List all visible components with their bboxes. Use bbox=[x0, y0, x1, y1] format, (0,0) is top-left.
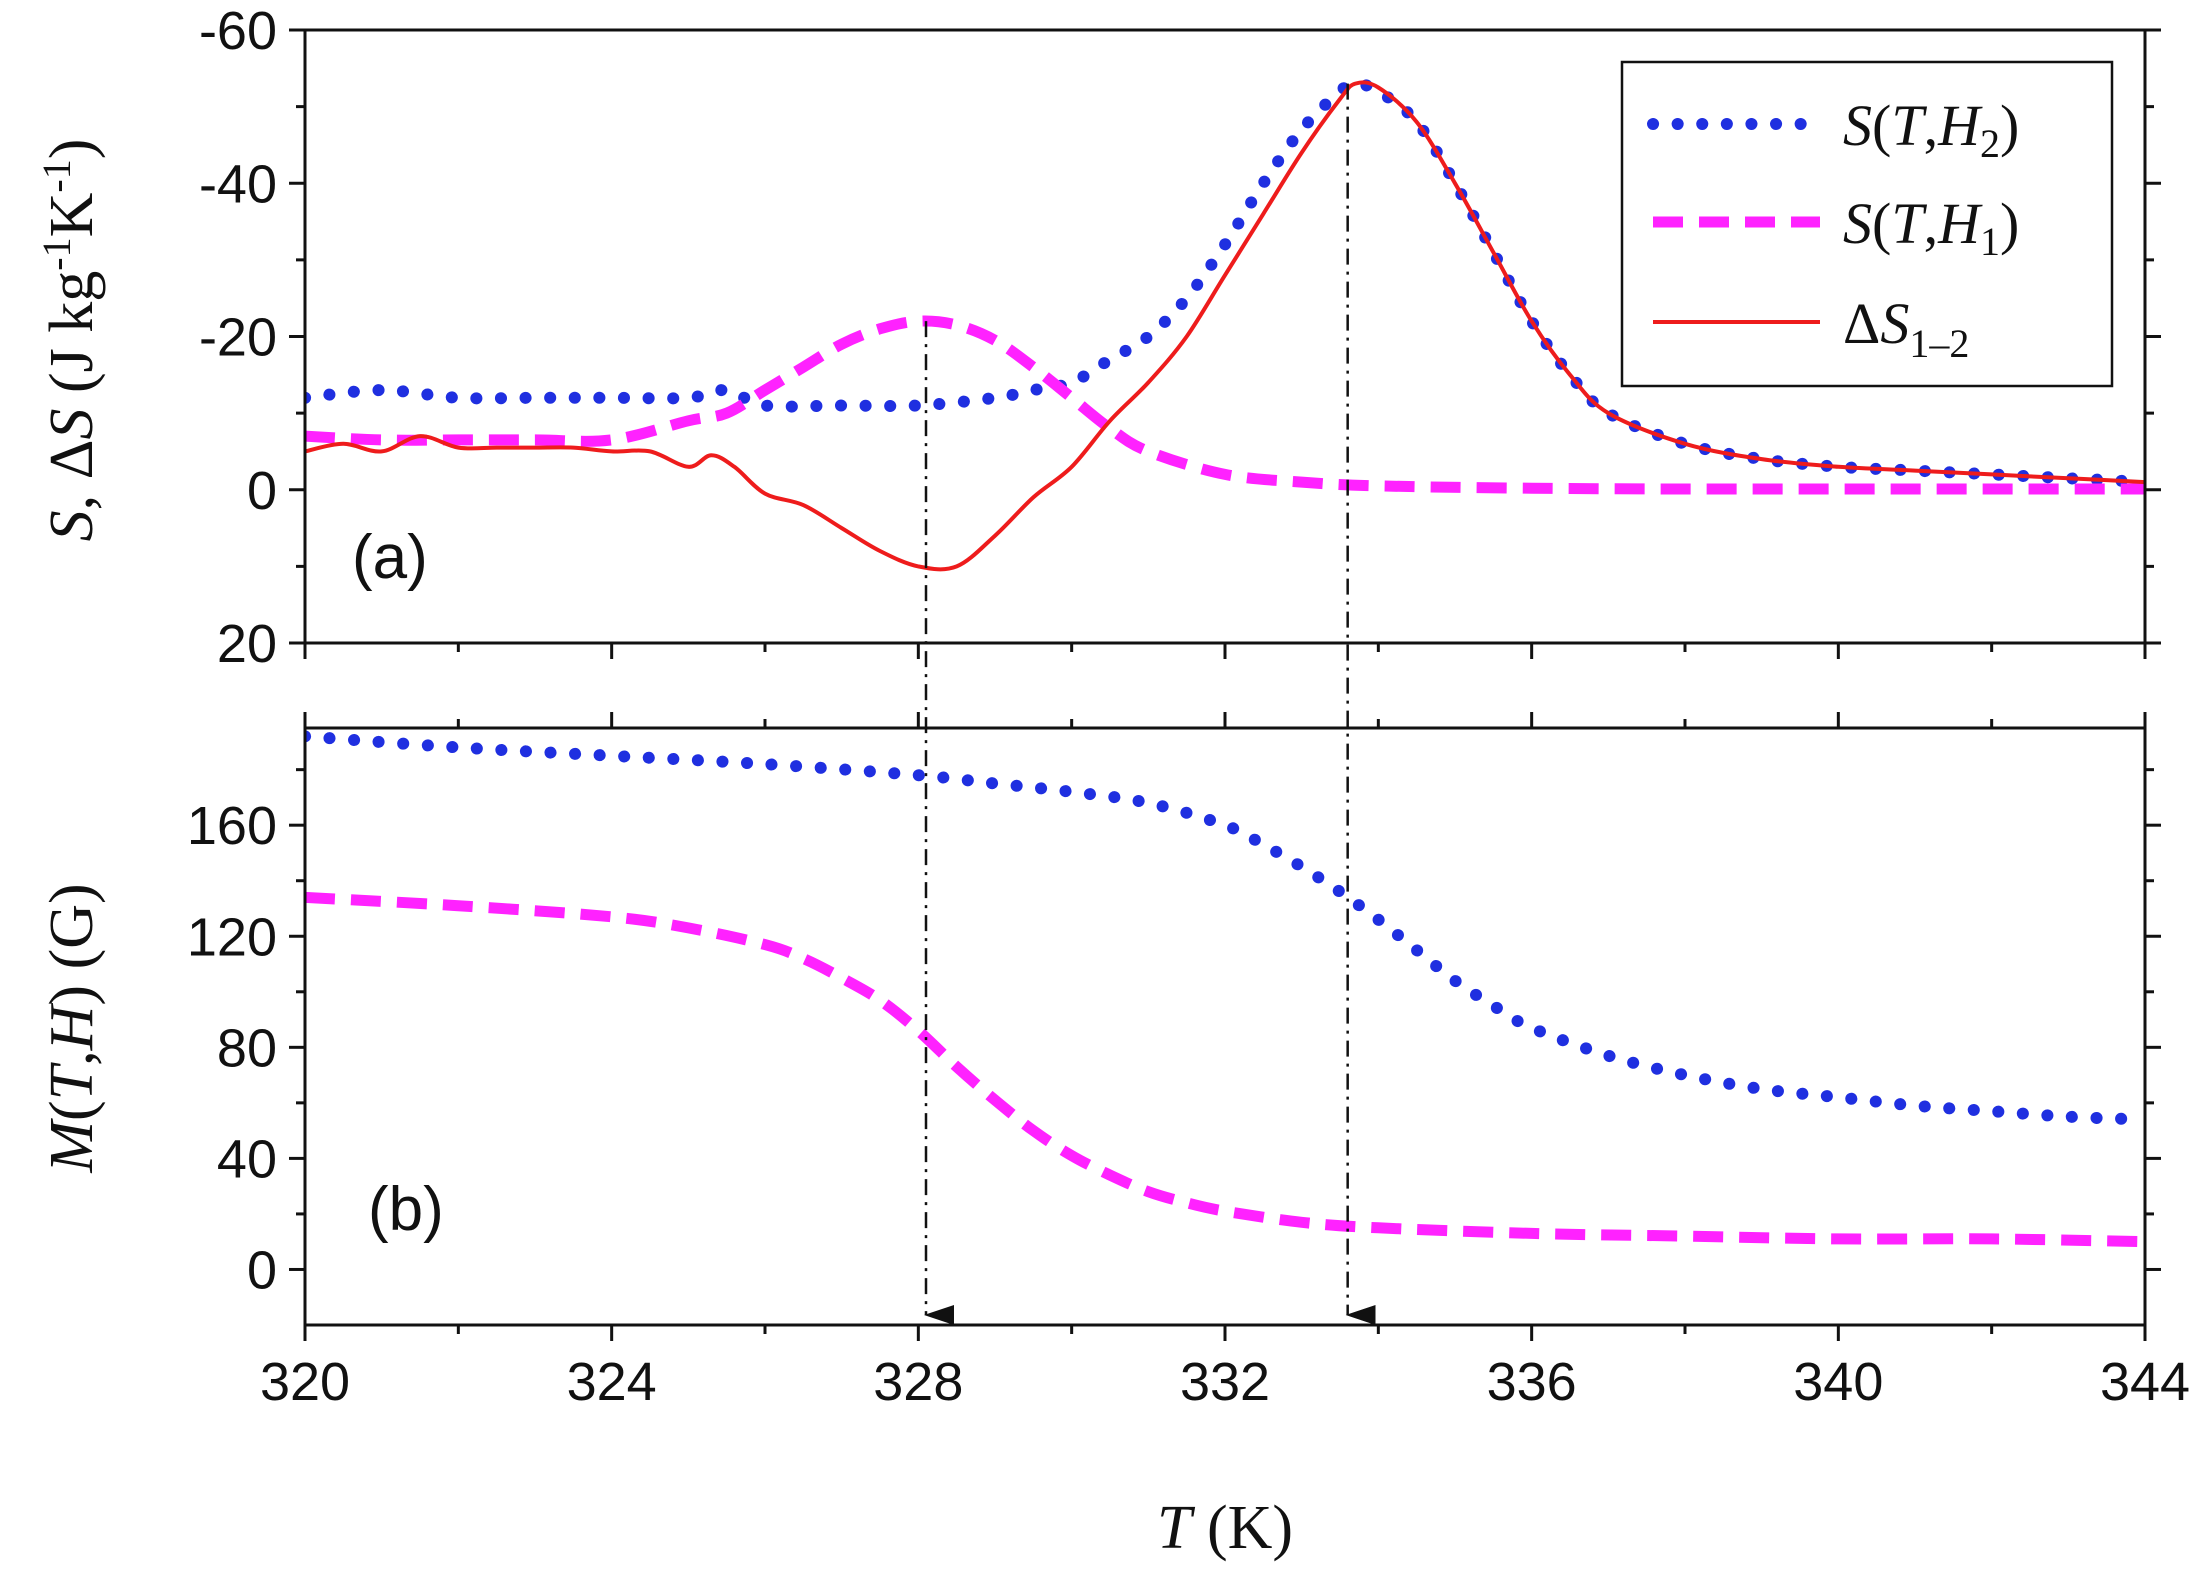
x-axis-title-var: T bbox=[1157, 1494, 1196, 1562]
legend-s-h2-part-4: H bbox=[1937, 93, 1983, 158]
legend-s-h1-part-1: ( bbox=[1872, 191, 1891, 256]
y-b-t4: , bbox=[38, 1050, 106, 1066]
legend-s-h1-part-6: ) bbox=[2000, 191, 2019, 256]
legend: S(T,H2) S(T,H1) ΔS1–2 bbox=[1620, 60, 2114, 388]
y-tick-label-b: 80 bbox=[217, 1018, 277, 1078]
y-b-t6: ) (G) bbox=[38, 883, 106, 1005]
legend-label-delta-s: ΔS1–2 bbox=[1843, 291, 1969, 366]
legend-s-h1-part-0: S bbox=[1843, 191, 1872, 256]
panel-a-label: (a) bbox=[352, 523, 428, 592]
panel-b: 0 40 80 120 160 (b) bbox=[187, 712, 2161, 1341]
y-axis-title-a: S, ΔS (J kg-1K-1) bbox=[34, 139, 106, 542]
legend-s-h2-part-2: T bbox=[1891, 93, 1927, 158]
y-a-t8: ) bbox=[38, 139, 106, 160]
legend-delta-s-part-0: Δ bbox=[1843, 291, 1880, 356]
y-tick-label-b: 0 bbox=[247, 1240, 277, 1300]
y-b-t2: ( bbox=[38, 1100, 106, 1121]
legend-delta-s-part-2: 1–2 bbox=[1909, 321, 1969, 366]
legend-s-h2-part-5: 2 bbox=[1980, 121, 2000, 166]
y-axis-title-b: M(T,H) (G) bbox=[38, 883, 106, 1173]
x-tick-label: 344 bbox=[2100, 1352, 2190, 1412]
y-tick-label-a: 20 bbox=[217, 614, 277, 674]
legend-label-s-h2: S(T,H2) bbox=[1843, 93, 2019, 166]
y-b-t5: H bbox=[38, 1002, 106, 1051]
legend-s-h1-part-5: 1 bbox=[1980, 219, 2000, 264]
legend-s-h2-part-6: ) bbox=[2000, 93, 2019, 158]
x-axis-title-unit: (K) bbox=[1191, 1494, 1293, 1562]
y-a-t7: -1 bbox=[34, 159, 79, 192]
y-a-t1: S bbox=[38, 510, 106, 541]
x-tick-label: 336 bbox=[1487, 1352, 1577, 1412]
y-a-t5: -1 bbox=[34, 237, 79, 270]
y-tick-label-a: -40 bbox=[199, 154, 277, 214]
legend-delta-s-part-1: S bbox=[1880, 291, 1909, 356]
panel-b-label: (b) bbox=[368, 1175, 444, 1244]
y-tick-label-b: 120 bbox=[187, 907, 277, 967]
y-b-t3: T bbox=[38, 1061, 106, 1100]
y-a-t2: , Δ bbox=[38, 440, 106, 511]
x-tick-label: 320 bbox=[260, 1352, 350, 1412]
series-b-dashed-line bbox=[305, 891, 2145, 1248]
y-tick-label-a: 0 bbox=[247, 461, 277, 521]
y-tick-label-a: -60 bbox=[199, 1, 277, 61]
y-a-t6: K bbox=[38, 192, 106, 237]
y-a-t3: S bbox=[38, 409, 106, 440]
x-axis-title: T (K) bbox=[1157, 1494, 1293, 1562]
x-tick-label: 324 bbox=[567, 1352, 657, 1412]
x-tick-label: 340 bbox=[1793, 1352, 1883, 1412]
y-b-t1: M bbox=[38, 1118, 106, 1174]
y-tick-label-b: 40 bbox=[217, 1129, 277, 1189]
legend-s-h1-part-3: , bbox=[1924, 191, 1939, 256]
series-a-dashed-line bbox=[305, 315, 2145, 495]
legend-s-h2-part-1: ( bbox=[1872, 93, 1891, 158]
series-b-dotted-line bbox=[305, 730, 2145, 1126]
legend-s-h1-part-4: H bbox=[1937, 191, 1983, 256]
y-tick-label-a: -20 bbox=[199, 308, 277, 368]
legend-s-h2-part-3: , bbox=[1924, 93, 1939, 158]
y-tick-label-b: 160 bbox=[187, 796, 277, 856]
series-a-solid-line bbox=[305, 80, 2145, 572]
x-tick-label: 328 bbox=[873, 1352, 963, 1412]
x-tick-label: 332 bbox=[1180, 1352, 1270, 1412]
y-a-t4: (J kg bbox=[38, 271, 106, 409]
legend-label-s-h1: S(T,H1) bbox=[1843, 191, 2019, 264]
legend-s-h1-part-2: T bbox=[1891, 191, 1927, 256]
legend-s-h2-part-0: S bbox=[1843, 93, 1872, 158]
panel-b-frame bbox=[303, 726, 2147, 1327]
transition-markers bbox=[924, 83, 1376, 1325]
